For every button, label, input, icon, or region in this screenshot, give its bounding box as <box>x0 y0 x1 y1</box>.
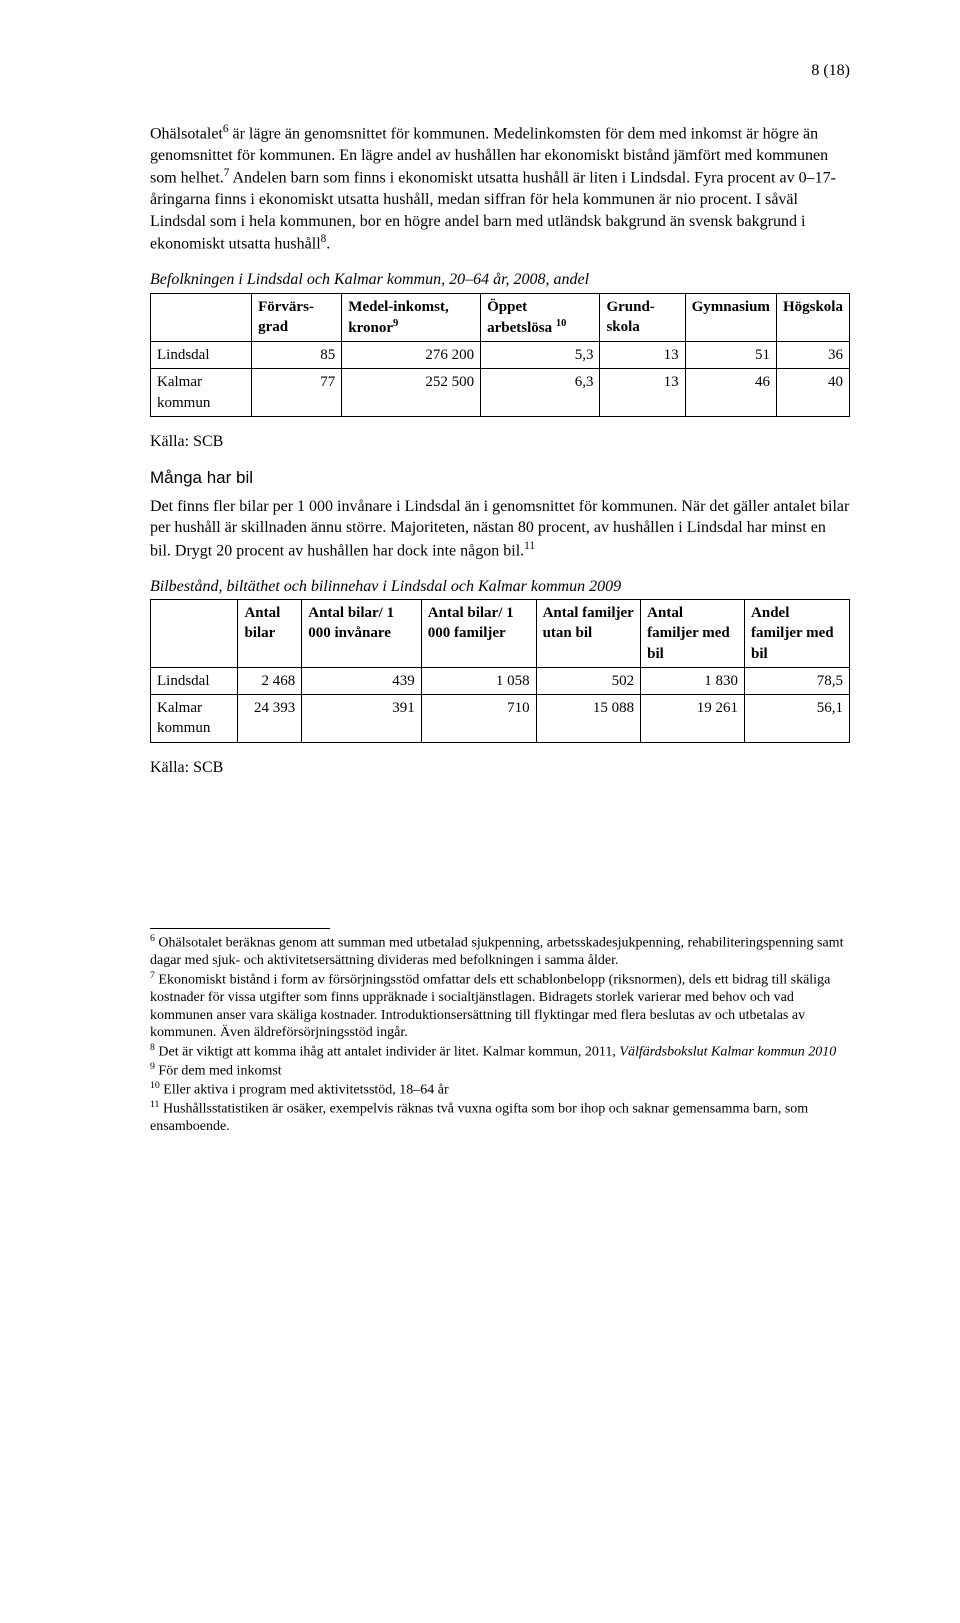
car-table: Antal bilar Antal bilar/ 1 000 invånare … <box>150 599 850 743</box>
cell: 46 <box>685 369 776 417</box>
col-gymn: Gymnasium <box>685 293 776 342</box>
fn-text: Eller aktiva i program med aktivitetsstö… <box>160 1083 449 1098</box>
text: Ohälsotalet <box>150 125 223 142</box>
col-bilar: Antal bilar <box>238 600 302 668</box>
footnote-ref-10: 10 <box>556 318 567 329</box>
cell: 13 <box>600 342 685 369</box>
cell: 6,3 <box>481 369 600 417</box>
cell: 1 830 <box>641 667 745 694</box>
col-bilar-inv: Antal bilar/ 1 000 invånare <box>302 600 422 668</box>
row-label: Lindsdal <box>151 342 252 369</box>
text: Öppet arbetslösa <box>487 299 556 336</box>
footnote-separator <box>150 928 330 929</box>
cell: 1 058 <box>421 667 536 694</box>
text: Andelen barn som finns i ekonomiskt utsa… <box>150 169 836 252</box>
table1-caption: Befolkningen i Lindsdal och Kalmar kommu… <box>150 269 850 291</box>
cell: 24 393 <box>238 695 302 743</box>
col-grund: Grund-skola <box>600 293 685 342</box>
cell: 252 500 <box>342 369 481 417</box>
fn-text: Ohälsotalet beräknas genom att summan me… <box>150 936 843 969</box>
text: . <box>326 236 330 253</box>
fn-text-italic: Välfärdsbokslut Kalmar kommun 2010 <box>619 1044 836 1059</box>
fn-text: För dem med inkomst <box>155 1063 282 1078</box>
col-medel: Medel-inkomst, kronor9 <box>342 293 481 342</box>
cell: 5,3 <box>481 342 600 369</box>
col-empty <box>151 600 238 668</box>
cell: 391 <box>302 695 422 743</box>
footnotes: 6 Ohälsotalet beräknas genom att summan … <box>150 933 850 1135</box>
fn-text: Det är viktigt att komma ihåg att antale… <box>155 1044 619 1059</box>
col-empty <box>151 293 252 342</box>
table-header-row: Antal bilar Antal bilar/ 1 000 invånare … <box>151 600 850 668</box>
footnote-9: 9 För dem med inkomst <box>150 1061 850 1080</box>
cell: 710 <box>421 695 536 743</box>
table-header-row: Förvärs-grad Medel-inkomst, kronor9 Öppe… <box>151 293 850 342</box>
cell: 36 <box>776 342 849 369</box>
col-fam-utan: Antal familjer utan bil <box>536 600 641 668</box>
page-number: 8 (18) <box>150 60 850 82</box>
footnote-ref-9: 9 <box>393 318 398 329</box>
cell: 15 088 <box>536 695 641 743</box>
table-row: Kalmar kommun 77 252 500 6,3 13 46 40 <box>151 369 850 417</box>
section-bil-paragraph: Det finns fler bilar per 1 000 invånare … <box>150 496 850 562</box>
fn-text: Ekonomiskt bistånd i form av försörjning… <box>150 973 830 1041</box>
table-row: Lindsdal 85 276 200 5,3 13 51 36 <box>151 342 850 369</box>
table2-source: Källa: SCB <box>150 757 850 779</box>
footnote-ref-11: 11 <box>524 540 535 552</box>
cell: 40 <box>776 369 849 417</box>
footnote-11: 11 Hushållsstatistiken är osäker, exempe… <box>150 1099 850 1136</box>
fn-num: 10 <box>150 1080 160 1091</box>
cell: 13 <box>600 369 685 417</box>
cell: 56,1 <box>745 695 850 743</box>
section-title-bil: Många har bil <box>150 467 850 490</box>
text: Medel-inkomst, kronor <box>348 299 448 336</box>
text: Det finns fler bilar per 1 000 invånare … <box>150 498 849 560</box>
col-fam-med: Antal familjer med bil <box>641 600 745 668</box>
table2-caption: Bilbestånd, biltäthet och bilinnehav i L… <box>150 576 850 598</box>
population-table: Förvärs-grad Medel-inkomst, kronor9 Öppe… <box>150 293 850 417</box>
col-hog: Högskola <box>776 293 849 342</box>
cell: 19 261 <box>641 695 745 743</box>
cell: 51 <box>685 342 776 369</box>
table-row: Lindsdal 2 468 439 1 058 502 1 830 78,5 <box>151 667 850 694</box>
footnote-6: 6 Ohälsotalet beräknas genom att summan … <box>150 933 850 970</box>
cell: 77 <box>252 369 342 417</box>
table1-source: Källa: SCB <box>150 431 850 453</box>
cell: 276 200 <box>342 342 481 369</box>
cell: 439 <box>302 667 422 694</box>
fn-text: Hushållsstatistiken är osäker, exempelvi… <box>150 1102 808 1135</box>
col-bilar-fam: Antal bilar/ 1 000 familjer <box>421 600 536 668</box>
col-andel: Andel familjer med bil <box>745 600 850 668</box>
cell: 85 <box>252 342 342 369</box>
cell: 2 468 <box>238 667 302 694</box>
footnote-7: 7 Ekonomiskt bistånd i form av försörjni… <box>150 970 850 1042</box>
intro-paragraph: Ohälsotalet6 är lägre än genomsnittet fö… <box>150 122 850 256</box>
row-label: Kalmar kommun <box>151 695 238 743</box>
footnote-10: 10 Eller aktiva i program med aktivitets… <box>150 1080 850 1099</box>
footnote-8: 8 Det är viktigt att komma ihåg att anta… <box>150 1042 850 1061</box>
table-row: Kalmar kommun 24 393 391 710 15 088 19 2… <box>151 695 850 743</box>
col-forvars: Förvärs-grad <box>252 293 342 342</box>
cell: 502 <box>536 667 641 694</box>
row-label: Kalmar kommun <box>151 369 252 417</box>
cell: 78,5 <box>745 667 850 694</box>
row-label: Lindsdal <box>151 667 238 694</box>
col-oppet: Öppet arbetslösa 10 <box>481 293 600 342</box>
